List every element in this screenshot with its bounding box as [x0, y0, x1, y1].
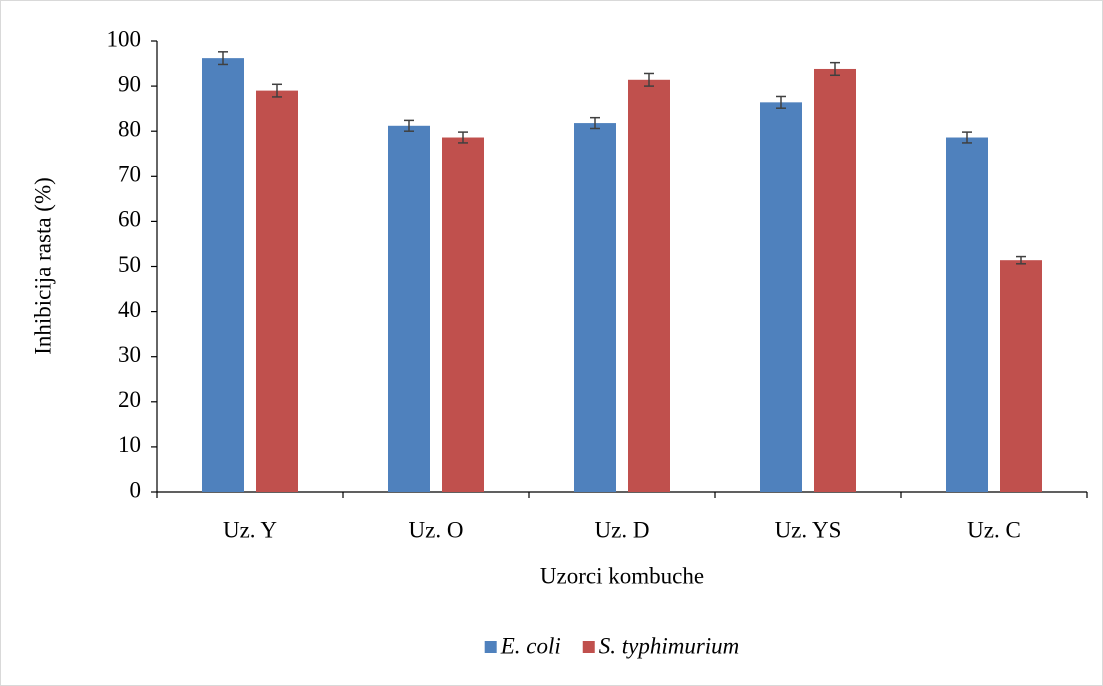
error-bar: [590, 116, 600, 130]
y-tick-label: 60: [118, 207, 141, 232]
y-axis-label: Inhibicija rasta (%): [30, 177, 55, 355]
y-tick-label: 40: [118, 297, 141, 322]
error-bar: [272, 83, 282, 98]
error-bar: [458, 131, 468, 144]
bar: [388, 125, 430, 493]
y-tick-label: 10: [118, 432, 141, 457]
x-tick-label: Uz. Y: [223, 517, 277, 542]
bar: [814, 68, 856, 492]
x-tick-label: Uz. YS: [775, 517, 842, 542]
bar: [760, 102, 802, 492]
legend-label: E. coli: [500, 633, 561, 658]
error-bar: [962, 131, 972, 144]
error-bar: [1016, 255, 1026, 265]
bar: [256, 90, 298, 493]
y-tick-label: 100: [107, 26, 142, 51]
y-tick-label: 30: [118, 342, 141, 367]
legend: E. coli S. typhimurium: [484, 633, 740, 658]
bar: [442, 137, 484, 492]
error-bar: [776, 95, 786, 109]
error-bar: [644, 72, 654, 87]
error-bar: [218, 51, 228, 66]
y-tick-label: 20: [118, 387, 141, 412]
error-bar: [830, 61, 840, 77]
y-tick-label: 50: [118, 252, 141, 277]
x-tick-label: Uz. D: [595, 517, 650, 542]
bar: [202, 58, 244, 492]
legend-label: S. typhimurium: [599, 633, 740, 658]
legend-swatch: [582, 641, 595, 653]
x-tick-label: Uz. O: [409, 517, 464, 542]
x-tick-label: Uz. C: [967, 517, 1021, 542]
x-axis-label: Uzorci kombuche: [540, 563, 704, 588]
bar: [574, 123, 616, 492]
y-tick-label: 70: [118, 162, 141, 187]
bar: [946, 137, 988, 492]
error-bar: [404, 119, 414, 132]
y-tick-label: 80: [118, 116, 141, 141]
y-tick-label: 90: [118, 71, 141, 96]
bar: [628, 79, 670, 492]
y-tick-label: 0: [130, 477, 142, 502]
legend-swatch: [484, 641, 497, 653]
bar: [1000, 260, 1042, 492]
